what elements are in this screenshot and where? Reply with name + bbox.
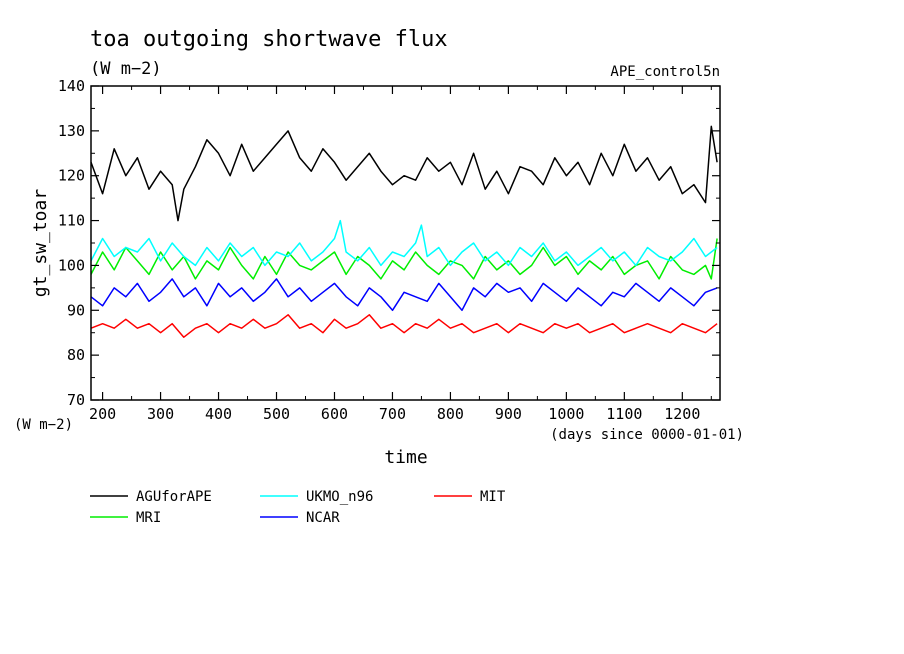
- plot-frame: [90, 85, 721, 401]
- y-tick-label: 110: [58, 212, 85, 230]
- x-tick-label: 500: [263, 405, 290, 423]
- y-axis-units: (W m−2): [14, 417, 73, 433]
- series-line-ncar: [90, 278, 718, 312]
- x-axis-label: time: [384, 447, 427, 468]
- x-tick-label: 400: [205, 405, 232, 423]
- y-axis: 70 80 90 100 110 120 130 140: [58, 77, 720, 409]
- plot-lines: [90, 125, 718, 338]
- y-tick-label: 100: [58, 256, 85, 274]
- legend-label: UKMO_n96: [306, 489, 373, 505]
- dataset-tag: APE_control5n: [610, 64, 720, 80]
- y-tick-label: 130: [58, 122, 85, 140]
- y-tick-label: 140: [58, 77, 85, 95]
- x-tick-label: 1200: [664, 405, 700, 423]
- legend-label: AGUforAPE: [136, 489, 212, 505]
- legend: AGUforAPE MRI UKMO_n96 NCAR MIT: [90, 489, 506, 526]
- x-tick-label: 800: [437, 405, 464, 423]
- x-tick-label: 1100: [606, 405, 642, 423]
- series-line-aguforape: [90, 125, 718, 222]
- x-axis: 200 300 400 500 600 700 800 900 1000 1100 1200: [89, 86, 712, 423]
- chart-title: toa outgoing shortwave flux: [90, 27, 448, 52]
- series-line-mri: [90, 238, 718, 280]
- series-line-ukmo-n96: [90, 219, 718, 267]
- y-tick-label: 90: [67, 301, 85, 319]
- y-tick-label: 70: [67, 391, 85, 409]
- x-tick-label: 600: [321, 405, 348, 423]
- x-tick-label: 1000: [548, 405, 584, 423]
- x-tick-label: 300: [147, 405, 174, 423]
- legend-label: MIT: [480, 489, 506, 505]
- legend-label: MRI: [136, 510, 161, 526]
- y-axis-label: gt_sw_toar: [30, 189, 51, 298]
- legend-label: NCAR: [306, 510, 340, 526]
- y-tick-label: 120: [58, 167, 85, 185]
- x-tick-label: 700: [379, 405, 406, 423]
- chart-subtitle: (W m−2): [90, 59, 162, 79]
- y-tick-label: 80: [67, 346, 85, 364]
- x-axis-units: (days since 0000-01-01): [550, 427, 744, 443]
- x-tick-label: 200: [89, 405, 116, 423]
- series-line-mit: [90, 314, 718, 338]
- x-tick-label: 900: [495, 405, 522, 423]
